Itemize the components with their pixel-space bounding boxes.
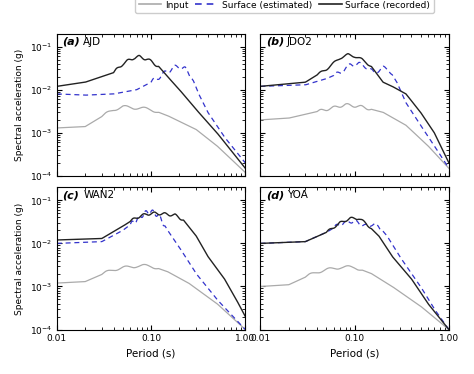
X-axis label: Period (s): Period (s) xyxy=(330,349,379,359)
Text: AJD: AJD xyxy=(83,37,101,46)
Text: (b): (b) xyxy=(266,37,284,46)
Text: JDO2: JDO2 xyxy=(287,37,313,46)
Y-axis label: Spectral acceleration (g): Spectral acceleration (g) xyxy=(15,49,24,161)
Text: (a): (a) xyxy=(63,37,80,46)
Text: YOA: YOA xyxy=(287,190,308,200)
Legend: Input, Surface (estimated), Surface (recorded): Input, Surface (estimated), Surface (rec… xyxy=(135,0,434,13)
Text: (c): (c) xyxy=(63,190,80,200)
X-axis label: Period (s): Period (s) xyxy=(127,349,176,359)
Text: WAN2: WAN2 xyxy=(83,190,114,200)
Text: (d): (d) xyxy=(266,190,284,200)
Y-axis label: Spectral acceleration (g): Spectral acceleration (g) xyxy=(15,202,24,315)
